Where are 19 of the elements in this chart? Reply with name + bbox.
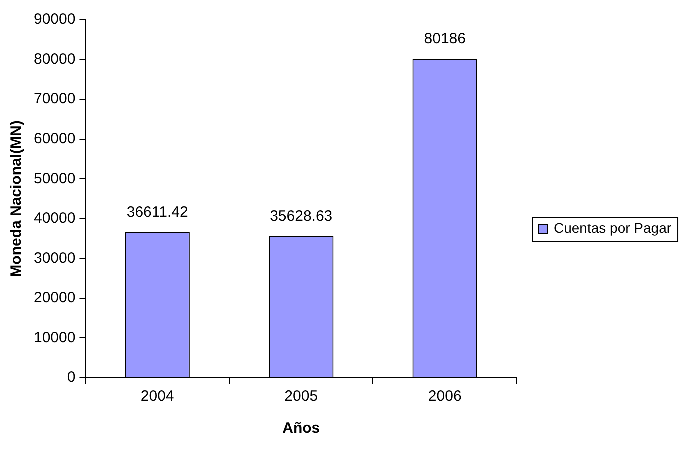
y-tick-label: 50000	[34, 170, 76, 188]
y-tick-label: 20000	[34, 290, 76, 307]
data-label: 80186	[424, 30, 466, 48]
data-label: 35628.63	[270, 208, 333, 225]
y-tick-label: 90000	[34, 11, 76, 28]
y-tick-label: 10000	[34, 329, 76, 346]
y-tick-label: 0	[67, 369, 76, 386]
x-axis-title: Años	[282, 420, 320, 438]
y-axis-title: Moneda Nacional(MN)	[8, 120, 26, 278]
x-tick-label: 2004	[140, 388, 174, 406]
legend-label: Cuentas por Pagar	[554, 220, 672, 236]
x-tick-label: 2006	[428, 388, 462, 406]
y-tick-label: 80000	[34, 50, 76, 68]
y-tick-label: 70000	[34, 90, 76, 108]
y-tick-label: 30000	[34, 250, 76, 267]
x-tick-label: 2005	[284, 388, 318, 406]
y-tick-label: 40000	[34, 210, 76, 228]
y-tick-label: 60000	[34, 130, 76, 148]
data-label: 36611.42	[126, 204, 188, 222]
